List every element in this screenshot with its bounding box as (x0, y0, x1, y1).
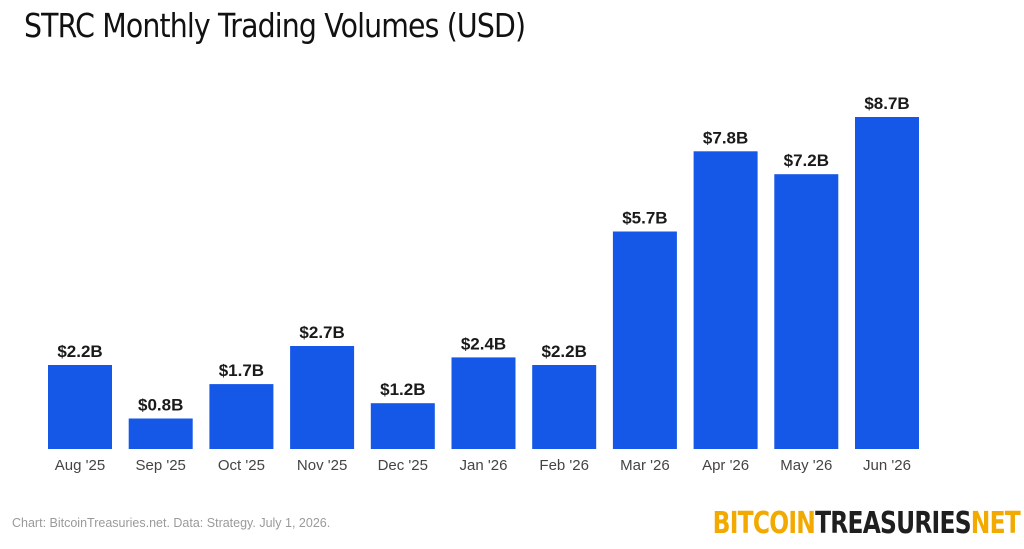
data-label-mar-26: $5.7B (622, 209, 667, 228)
logo-part-treasuries: TREASURIES (815, 506, 971, 541)
bar-apr-26 (693, 151, 758, 450)
x-tick-aug-25: Aug '25 (55, 457, 105, 474)
x-tick-apr-26: Apr '26 (702, 457, 749, 474)
bar-mar-26 (612, 231, 677, 449)
x-tick-dec-25: Dec '25 (378, 457, 428, 474)
logo-part-bitcoin: BITCOIN (712, 506, 816, 541)
bar-aug-25 (48, 365, 112, 449)
data-label-sep-25: $0.8B (138, 396, 183, 415)
bar-may-26 (774, 174, 839, 449)
bar-jun-26 (855, 117, 919, 449)
chart-title: STRC Monthly Trading Volumes (USD) (24, 6, 526, 45)
data-label-may-26: $7.2B (784, 151, 829, 170)
x-tick-feb-26: Feb '26 (539, 457, 589, 474)
x-tick-mar-26: Mar '26 (620, 457, 670, 474)
x-tick-oct-25: Oct '25 (218, 457, 265, 474)
chart-source-note: Chart: BitcoinTreasuries.net. Data: Stra… (12, 516, 331, 530)
data-label-aug-25: $2.2B (57, 342, 102, 361)
data-label-feb-26: $2.2B (542, 342, 587, 361)
x-tick-may-26: May '26 (780, 457, 832, 474)
bar-jan-26 (451, 357, 516, 449)
x-tick-sep-25: Sep '25 (135, 457, 185, 474)
x-tick-jun-26: Jun '26 (863, 457, 911, 474)
data-label-nov-25: $2.7B (299, 323, 344, 342)
bar-nov-25 (290, 346, 355, 449)
bitcointreasuries-logo: BITCOINTREASURIESNET (712, 506, 1021, 541)
data-label-dec-25: $1.2B (380, 380, 425, 399)
data-label-jan-26: $2.4B (461, 334, 506, 353)
data-label-jun-26: $8.7B (864, 94, 909, 113)
x-tick-nov-25: Nov '25 (297, 457, 347, 474)
data-label-oct-25: $1.7B (219, 361, 264, 380)
data-label-apr-26: $7.8B (703, 128, 748, 147)
bar-dec-25 (370, 403, 435, 449)
bar-feb-26 (532, 365, 597, 449)
logo-part-net: NET (970, 506, 1021, 541)
bar-sep-25 (128, 418, 193, 449)
bar-oct-25 (209, 384, 274, 449)
x-tick-jan-26: Jan '26 (460, 457, 508, 474)
